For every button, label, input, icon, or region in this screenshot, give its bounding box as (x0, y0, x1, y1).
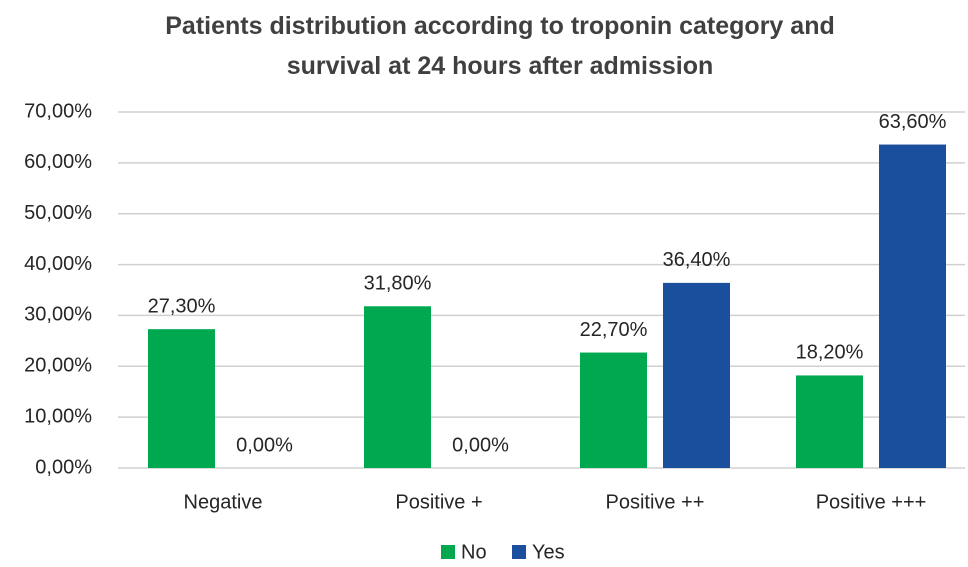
value-label: 36,40% (663, 249, 731, 271)
bar (663, 282, 730, 468)
value-label: 63,60% (879, 111, 947, 133)
y-tick-label: 20,00% (24, 355, 92, 377)
y-tick-label: 70,00% (24, 100, 92, 122)
bar (796, 375, 863, 468)
legend-label: Yes (532, 541, 565, 563)
y-tick-label: 10,00% (24, 405, 92, 427)
legend-label: No (461, 541, 487, 563)
value-label: 0,00% (236, 434, 293, 456)
y-tick-label: 30,00% (24, 304, 92, 326)
legend-swatch (441, 545, 455, 559)
bar (580, 352, 647, 468)
bar (879, 144, 946, 468)
bar (148, 329, 215, 468)
bar (364, 306, 431, 468)
value-label: 22,70% (580, 319, 648, 341)
value-label: 31,80% (364, 273, 432, 295)
legend-swatch (512, 545, 526, 559)
y-tick-label: 60,00% (24, 151, 92, 173)
y-tick-label: 0,00% (35, 456, 92, 478)
value-label: 18,20% (796, 342, 864, 364)
x-tick-label: Positive ++ (606, 491, 705, 513)
x-tick-label: Positive +++ (816, 491, 927, 513)
chart-title: Patients distribution according to tropo… (165, 12, 835, 80)
y-tick-label: 50,00% (24, 202, 92, 224)
x-tick-label: Positive + (395, 491, 482, 513)
y-tick-label: 40,00% (24, 253, 92, 275)
x-tick-label: Negative (184, 491, 263, 513)
value-label: 0,00% (452, 434, 509, 456)
value-label: 27,30% (148, 295, 216, 317)
